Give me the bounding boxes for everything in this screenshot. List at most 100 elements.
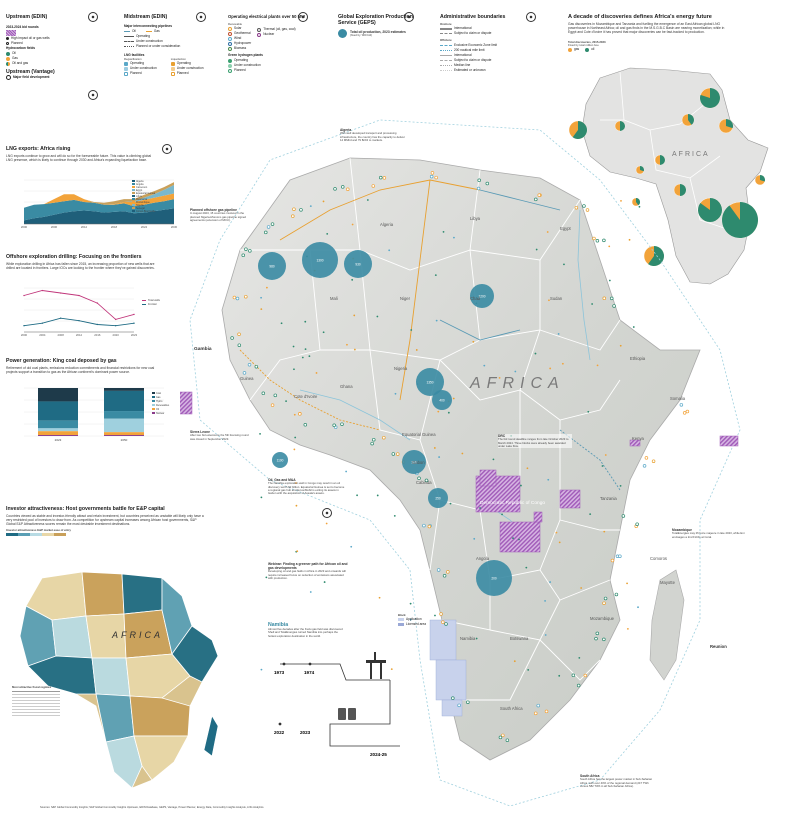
legend-item: Wind (234, 36, 242, 41)
field-dot (442, 574, 447, 578)
legend-item: Application (406, 617, 422, 622)
unknown-line-icon (440, 69, 452, 71)
qr-code-icon[interactable] (88, 90, 98, 100)
field-dot (602, 238, 606, 243)
field-dot (376, 315, 379, 318)
qr-code-icon[interactable] (162, 144, 172, 154)
lng-tick-label: 2006 (51, 225, 58, 228)
eez-outline (189, 119, 741, 807)
country-borders (240, 157, 621, 701)
field-dot (340, 185, 345, 189)
field-dot (442, 230, 445, 233)
field-dot (260, 308, 263, 311)
lng-title: LNG exports: Africa rising (6, 146, 71, 152)
median-line-icon (440, 64, 452, 66)
power-legend-swatch (152, 400, 155, 402)
qr-code-icon[interactable] (404, 12, 414, 22)
field-dot (642, 464, 647, 468)
label-algeria: Algeria (380, 222, 394, 227)
power-legend-label: Nuclear (156, 412, 164, 415)
label-reunion: Reunion (710, 644, 727, 649)
fiscal-regimes: Most attractive fiscal regimes (12, 685, 60, 717)
legend-admin: Administrative boundaries Onshore Intern… (440, 12, 550, 73)
bid-round-areas (180, 391, 739, 553)
qr-code-icon[interactable] (196, 12, 206, 22)
liquef-label: Liquefaction (170, 57, 186, 61)
lng-body: LNG exports continue to grow and will do… (6, 154, 152, 163)
field-dot (232, 295, 237, 300)
field-dot (637, 606, 639, 609)
field-dot (548, 299, 550, 302)
investor-scale-bar (6, 533, 66, 537)
africa-landmass (221, 157, 701, 761)
legend-item: Hydropower (234, 41, 252, 46)
power-legend-label: Hydro (156, 400, 163, 403)
field-dot (393, 515, 396, 517)
legend-geps-title: Global Exploration Production Service (G… (338, 14, 413, 26)
offshore-panel: Offshore exploration drilling: Focusing … (6, 254, 178, 270)
field-dot (453, 236, 455, 239)
field-dot (558, 674, 561, 677)
power-body: Retirement of old coal plants, emissions… (6, 366, 155, 375)
field-dot (602, 601, 606, 605)
qr-code-icon[interactable] (88, 12, 98, 22)
legend-item: Geothermal (234, 31, 251, 36)
field-dot (291, 214, 295, 218)
disputed-border-icon (440, 33, 452, 35)
legend-power: Operating electrical plants over 50 MW R… (228, 12, 318, 73)
field-dot (644, 456, 649, 460)
field-dot (356, 494, 358, 497)
label-cote-divoire: Cote d'Ivoire (294, 394, 318, 399)
field-dot (371, 184, 376, 188)
field-dot (619, 344, 622, 347)
label-chad: Chad (470, 296, 481, 301)
field-dot (549, 367, 552, 370)
madagascar (649, 569, 685, 681)
field-dot (685, 409, 690, 414)
field-dot (476, 186, 481, 191)
main-map[interactable]: 980 1300 930 1200 1350 400 250 300 200 1100 AFRIC… (180, 100, 786, 812)
nuclear-icon (257, 32, 262, 37)
field-dot (298, 412, 302, 416)
geps-circle (302, 242, 338, 278)
field-dot (235, 296, 240, 301)
decade-body: Gas discoveries in Mozambique and Tanzan… (568, 22, 725, 35)
discovery-pie-slice (648, 246, 664, 266)
legend-item: Operating (130, 61, 144, 66)
power-legend-swatch (152, 412, 155, 414)
namibia-timeline: 1973 1974 2022 2023 2024-25 (274, 652, 400, 757)
field-dot (472, 340, 475, 343)
callout-algeria-title: Algeria (340, 128, 352, 132)
field-dot (583, 673, 588, 678)
callout-pipeline: Planned offshore gas pipeline In August … (190, 208, 252, 222)
field-dot (544, 634, 547, 636)
legend-item: Operating (136, 34, 150, 38)
field-dot (340, 422, 344, 426)
label-tanzania: Tanzania (600, 496, 617, 501)
qr-code-icon[interactable] (526, 12, 536, 22)
label-guinea: Guinea (240, 376, 254, 381)
field-dot (501, 513, 503, 516)
offshore-point (59, 317, 62, 319)
qr-code-icon[interactable] (322, 508, 332, 518)
power-bar-gas (38, 401, 78, 421)
h2-planned-icon (228, 68, 232, 73)
legend-item: Oil (132, 29, 136, 33)
field-dot (461, 452, 464, 455)
field-dot (537, 193, 541, 197)
callout-drc: DRC The bid round deadline ranges from l… (498, 434, 572, 449)
discovery-pie-slice (698, 198, 723, 222)
field-dot (635, 522, 639, 526)
lng-legend-swatch (132, 186, 135, 188)
intl-offshore-icon (440, 54, 452, 56)
label-ethiopia: Ethiopia (630, 356, 646, 361)
field-dot (446, 570, 450, 574)
legend-upstream-edin: Upstream (EDIN) 2023-2024 bid rounds Hig… (6, 12, 111, 100)
discovery-pie-slice (722, 202, 759, 239)
label-niger: Niger (400, 296, 411, 301)
offshore-legend-swatch (142, 300, 146, 301)
field-dot (520, 484, 522, 487)
field-dot (350, 545, 353, 548)
callout-south-africa-body: South Africa has the largest power marke… (580, 777, 653, 789)
qr-code-icon[interactable] (298, 12, 308, 22)
